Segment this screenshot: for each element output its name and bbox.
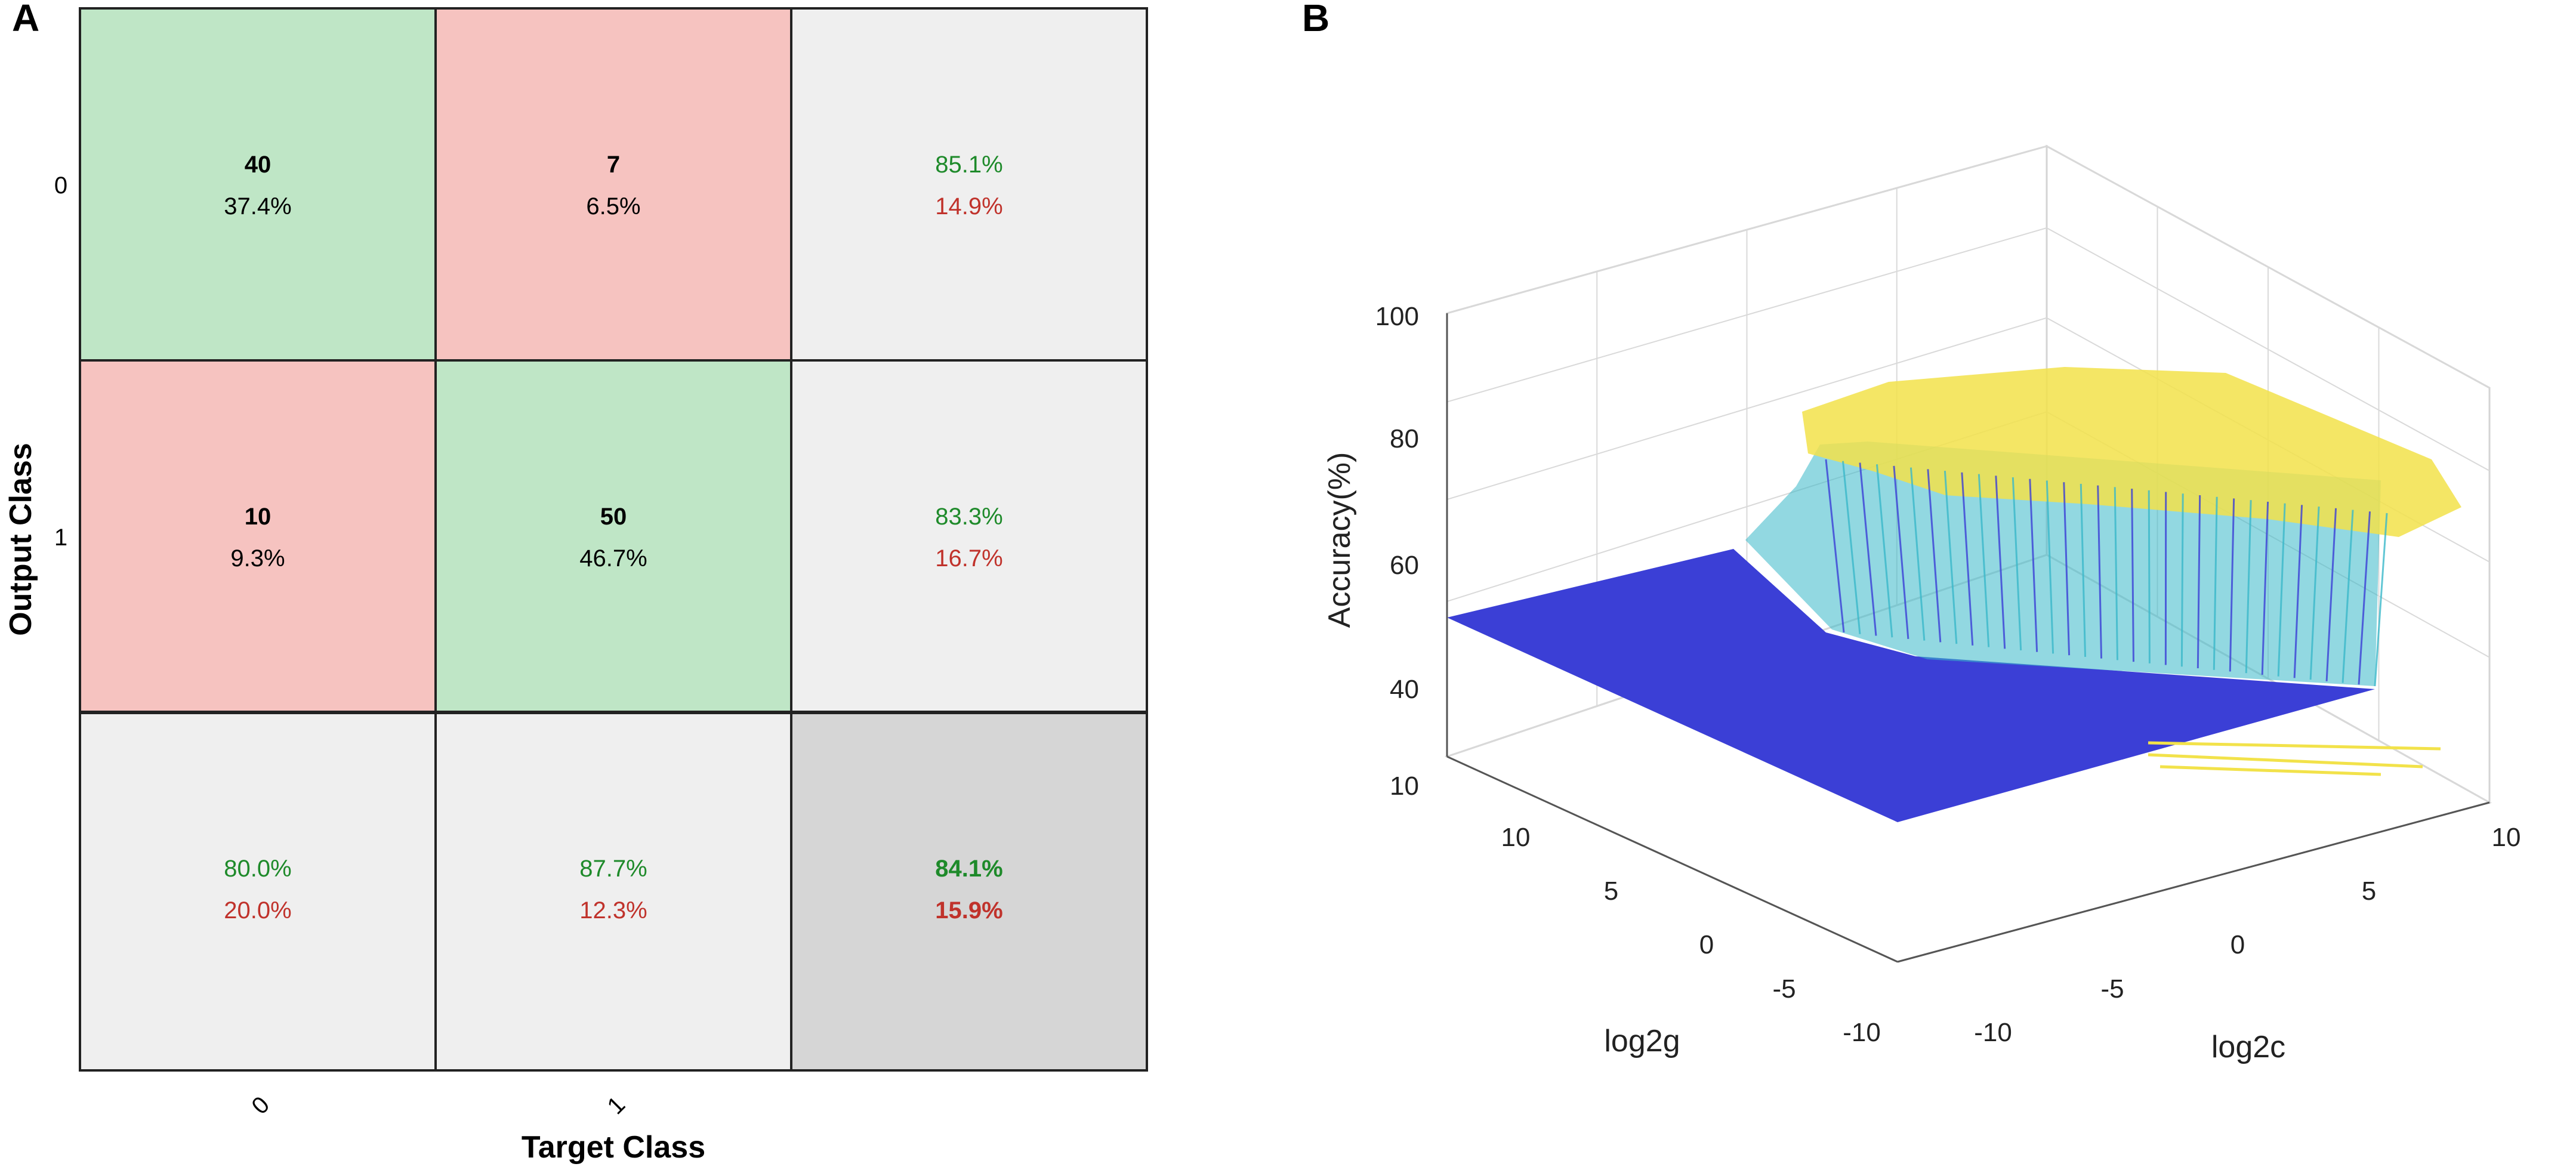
mesh-line: [2180, 493, 2184, 667]
surface-baseline-plane: [1447, 549, 2375, 822]
mesh-line: [2341, 510, 2354, 683]
c-tick-5: 5: [2362, 876, 2376, 906]
surface-plot: 100 80 60 40 10 10 5 0 -5 -10 -10 -5 0 5…: [1322, 144, 2521, 1064]
mesh-line: [1977, 474, 1990, 647]
col1-error-rate: 12.3%: [579, 897, 647, 924]
pct-row0-col1: 6.5%: [586, 193, 640, 220]
z-tick-80: 80: [1390, 424, 1419, 453]
cell-row1-col0: [80, 360, 436, 712]
y-tick-0: 0: [54, 172, 67, 199]
mesh-line: [2046, 480, 2054, 654]
g-axis-label: log2g: [1604, 1024, 1680, 1058]
mesh-line: [2325, 508, 2337, 681]
mesh-line: [2261, 501, 2269, 675]
mesh-line: [1995, 476, 2006, 649]
count-row1-col1: 50: [600, 504, 627, 530]
overall-accuracy: 84.1%: [935, 856, 1002, 882]
x-tick-0: 0: [246, 1091, 274, 1119]
y-axis-title: Output Class: [4, 443, 38, 636]
mesh-line: [1825, 459, 1845, 633]
mesh-line: [2131, 489, 2134, 662]
y-tick-1: 1: [54, 524, 67, 551]
col1-summary-cell: [436, 712, 791, 1070]
z-tick-40: 40: [1390, 675, 1419, 704]
panel-a-label: A: [12, 0, 39, 39]
mesh-line: [2277, 503, 2286, 677]
matrix-grid: [79, 7, 1148, 1072]
mesh-line: [2229, 498, 2235, 672]
row0-error-rate: 14.9%: [935, 193, 1002, 220]
mesh-line: [1927, 469, 1942, 643]
mesh-line: [2029, 479, 2038, 652]
col1-correct-rate: 87.7%: [579, 856, 647, 882]
mesh-line: [2309, 507, 2320, 680]
mesh-line: [2080, 483, 2087, 657]
z-tick-60: 60: [1390, 551, 1419, 580]
mesh-line: [2114, 487, 2118, 660]
mesh-line: [2012, 477, 2022, 651]
surface-mesh: [1825, 459, 2388, 687]
surface-plateau: [1802, 367, 2461, 537]
pct-row1-col0: 9.3%: [230, 545, 285, 572]
g-tick-neg5: -5: [1772, 974, 1796, 1004]
plot-axes: [1446, 313, 2490, 963]
panel-b-label: B: [1302, 0, 1329, 39]
col0-error-rate: 20.0%: [224, 897, 291, 924]
cell-row1-col1: [436, 360, 791, 712]
row0-correct-rate: 85.1%: [935, 152, 1002, 178]
overall-summary-cell: [791, 712, 1147, 1070]
c-axis-label: log2c: [2211, 1030, 2285, 1064]
g-tick-0: 0: [1699, 930, 1714, 959]
x-tick-1: 1: [602, 1091, 630, 1119]
count-row0-col1: 7: [607, 152, 620, 178]
row1-correct-rate: 83.3%: [935, 504, 1002, 530]
col0-correct-rate: 80.0%: [224, 856, 291, 882]
z-tick-10: 10: [1390, 771, 1419, 801]
pct-row1-col1: 46.7%: [579, 545, 647, 572]
mesh-line: [2196, 495, 2201, 669]
cell-row0-col0: [80, 8, 436, 360]
x-axis-title: Target Class: [522, 1130, 705, 1165]
mesh-line: [2358, 511, 2371, 685]
g-tick-5: 5: [1604, 876, 1618, 906]
c-tick-neg10: -10: [1974, 1018, 2012, 1047]
row0-summary-cell: [791, 8, 1147, 360]
mesh-line: [2293, 505, 2303, 678]
mesh-line: [2213, 496, 2218, 670]
cell-row0-col1: [436, 8, 791, 360]
mesh-line: [2245, 500, 2252, 674]
col0-summary-cell: [80, 712, 436, 1070]
count-row0-col0: 40: [245, 152, 272, 178]
row1-error-rate: 16.7%: [935, 545, 1002, 572]
pct-row0-col0: 37.4%: [224, 193, 291, 220]
z-axis-label: Accuracy(%): [1322, 452, 1357, 628]
overall-error: 15.9%: [935, 897, 1002, 924]
mesh-line: [1961, 472, 1974, 646]
g-tick-neg10: -10: [1843, 1018, 1881, 1047]
mesh-line: [1859, 462, 1877, 636]
mesh-line: [1893, 465, 1909, 640]
c-tick-10: 10: [2492, 823, 2521, 852]
surface-floor-tails: [2148, 741, 2441, 776]
c-tick-0: 0: [2231, 930, 2245, 959]
c-tick-neg5: -5: [2100, 974, 2124, 1004]
count-row1-col0: 10: [245, 504, 272, 530]
mesh-line: [2374, 513, 2388, 687]
mesh-line: [1909, 467, 1926, 641]
mesh-line: [1943, 470, 1958, 644]
mesh-line: [2063, 482, 2071, 656]
row1-summary-cell: [791, 360, 1147, 712]
mesh-line: [1841, 461, 1861, 634]
z-tick-100: 100: [1375, 302, 1419, 331]
g-tick-10: 10: [1501, 823, 1531, 852]
accuracy-surface: [1447, 367, 2461, 822]
confusion-matrix: 40 37.4% 7 6.5% 85.1% 14.9% 10 9.3% 50 4…: [4, 7, 1148, 1165]
mesh-line: [2097, 485, 2103, 659]
mesh-line: [1875, 464, 1893, 638]
